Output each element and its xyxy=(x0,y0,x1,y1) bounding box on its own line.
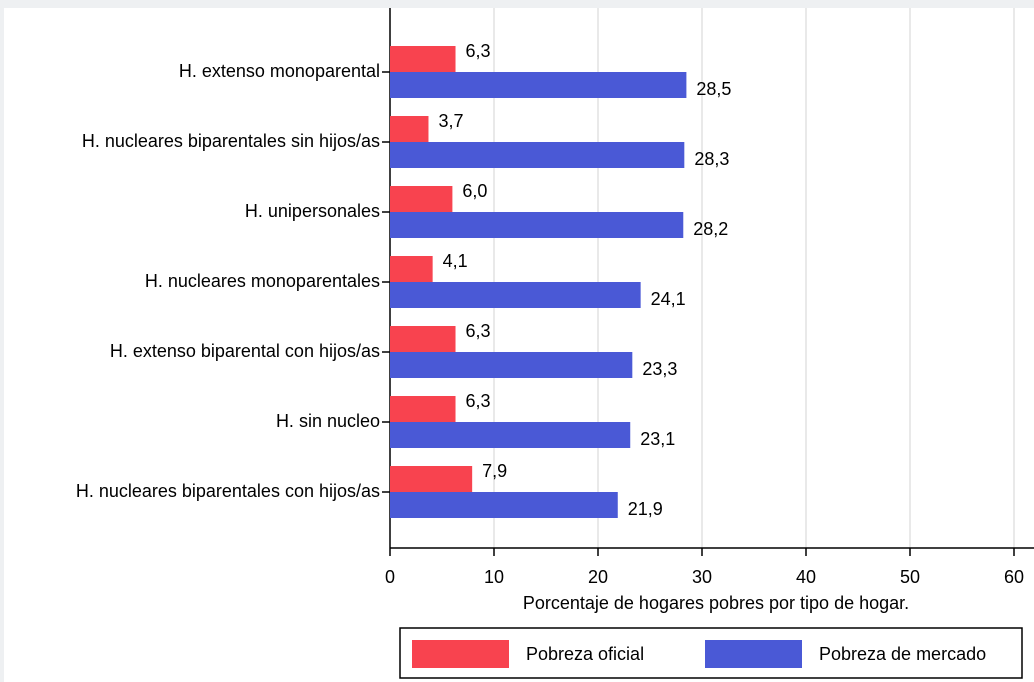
legend-label: Pobreza oficial xyxy=(526,644,644,664)
value-label: 6,3 xyxy=(466,41,491,61)
bar xyxy=(390,326,456,352)
bar xyxy=(390,116,429,142)
value-label: 3,7 xyxy=(438,111,463,131)
bar xyxy=(390,282,641,308)
value-label: 6,3 xyxy=(466,391,491,411)
value-label: 28,3 xyxy=(694,149,729,169)
y-tick-label: H. nucleares biparentales sin hijos/as xyxy=(82,131,380,151)
panel xyxy=(4,8,1034,682)
y-tick-label: H. extenso monoparental xyxy=(179,61,380,81)
bar xyxy=(390,46,456,72)
bar xyxy=(390,142,685,168)
y-tick-label: H. nucleares monoparentales xyxy=(145,271,380,291)
value-label: 7,9 xyxy=(482,461,507,481)
x-tick-label: 30 xyxy=(692,567,712,587)
legend-swatch xyxy=(705,640,802,668)
y-tick-label: H. unipersonales xyxy=(245,201,380,221)
x-tick-label: 60 xyxy=(1004,567,1024,587)
value-label: 24,1 xyxy=(651,289,686,309)
y-tick-label: H. nucleares biparentales con hijos/as xyxy=(76,481,380,501)
value-label: 4,1 xyxy=(443,251,468,271)
bar xyxy=(390,396,456,422)
y-tick-label: H. sin nucleo xyxy=(276,411,380,431)
x-tick-label: 10 xyxy=(484,567,504,587)
value-label: 28,2 xyxy=(693,219,728,239)
x-axis-title: Porcentaje de hogares pobres por tipo de… xyxy=(523,593,909,613)
x-tick-label: 40 xyxy=(796,567,816,587)
bar xyxy=(390,256,433,282)
legend-label: Pobreza de mercado xyxy=(819,644,986,664)
bar xyxy=(390,72,687,98)
value-label: 6,0 xyxy=(462,181,487,201)
value-label: 23,3 xyxy=(642,359,677,379)
value-label: 28,5 xyxy=(696,79,731,99)
value-label: 6,3 xyxy=(466,321,491,341)
x-tick-label: 50 xyxy=(900,567,920,587)
bar xyxy=(390,492,618,518)
bar xyxy=(390,422,631,448)
bar xyxy=(390,186,453,212)
y-tick-label: H. extenso biparental con hijos/as xyxy=(110,341,380,361)
value-label: 21,9 xyxy=(628,499,663,519)
legend-swatch xyxy=(412,640,509,668)
bar xyxy=(390,352,633,378)
x-tick-label: 0 xyxy=(385,567,395,587)
x-tick-label: 20 xyxy=(588,567,608,587)
bar xyxy=(390,212,684,238)
value-label: 23,1 xyxy=(640,429,675,449)
bar xyxy=(390,466,473,492)
